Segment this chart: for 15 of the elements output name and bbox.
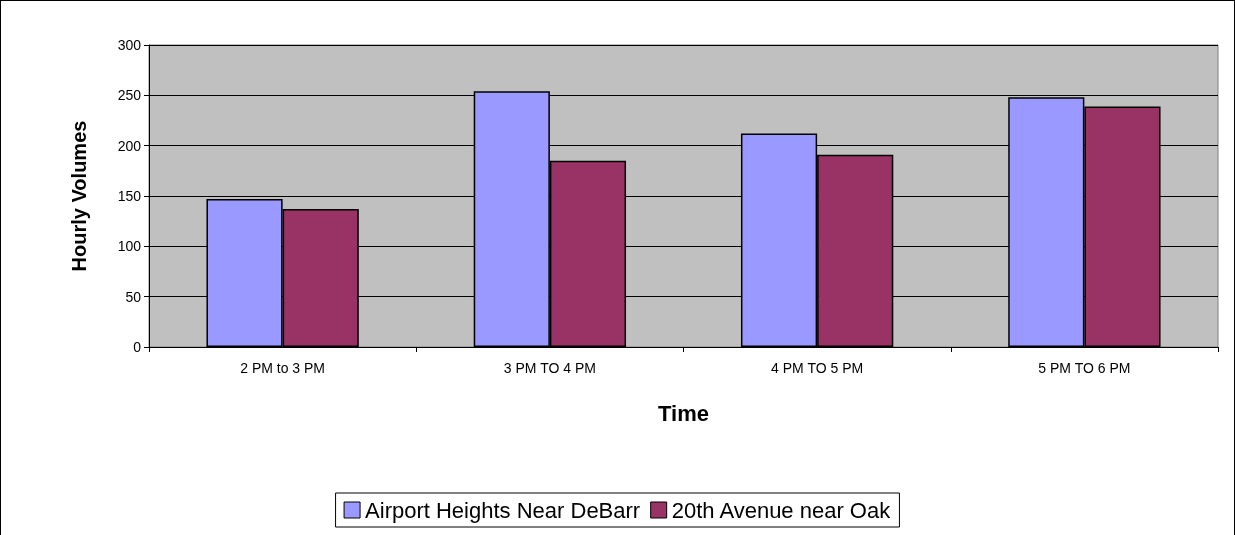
y-tick-label: 150 [117,188,142,204]
y-tick-label: 50 [125,288,142,305]
y-tick-label: 300 [117,37,142,53]
y-tick-label: 200 [117,137,142,154]
x-axis-title: Time [658,400,709,426]
x-tick-label: 5 PM TO 6 PM [1038,360,1131,376]
x-tick-label: 4 PM TO 5 PM [771,360,864,376]
y-tick-label: 0 [133,339,142,355]
x-tick-label: 2 PM to 3 PM [240,360,326,376]
x-tick-label: 3 PM TO 4 PM [503,360,596,376]
legend-label: Airport Heights Near DeBarr [365,497,641,523]
legend-label: 20th Avenue near Oak [671,497,892,523]
y-tick-label: 250 [117,87,142,104]
y-tick-label: 100 [117,238,142,255]
y-axis-title: Hourly Volumes [68,120,90,272]
